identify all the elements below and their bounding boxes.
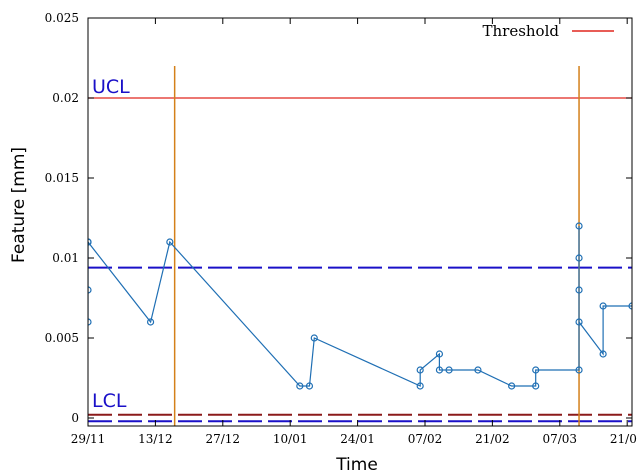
- data-point-15: [474, 366, 482, 374]
- data-point-13: [435, 366, 444, 374]
- y-tick-label: 0: [71, 411, 79, 425]
- legend-label-threshold: Threshold: [482, 22, 559, 40]
- plot-frame: [87, 17, 633, 427]
- y-tick-label: 0.01: [52, 251, 79, 265]
- data-point-10: [416, 382, 424, 390]
- data-point-23: [575, 318, 583, 326]
- data-point-17: [532, 382, 540, 390]
- data-point-1: [88, 286, 92, 294]
- y-tick-label: 0.025: [45, 11, 79, 25]
- data-point-6: [166, 238, 174, 246]
- x-tick-label: 07/03: [542, 432, 577, 446]
- data-point-25: [599, 302, 607, 310]
- y-tick-label: 0.015: [45, 171, 79, 185]
- data-point-14: [445, 366, 453, 374]
- data-point-24: [599, 350, 607, 358]
- x-tick-label: 27/12: [205, 432, 240, 446]
- data-point-18: [532, 366, 540, 374]
- data-point-22: [575, 286, 583, 294]
- data-point-11: [416, 366, 424, 374]
- data-point-16: [508, 382, 516, 390]
- data-point-20: [575, 222, 583, 230]
- y-axis-title: Feature [mm]: [9, 147, 29, 263]
- limit-label-UCL: UCL: [92, 76, 130, 98]
- x-tick-label: 07/02: [408, 432, 443, 446]
- y-tick-label: 0.02: [52, 91, 79, 105]
- data-point-19: [575, 366, 583, 374]
- series-line-1: [88, 226, 632, 387]
- limit-label-LCL: LCL: [92, 390, 127, 412]
- y-tick-label: 0.005: [45, 331, 79, 345]
- x-tick-label: 24/01: [340, 432, 375, 446]
- data-point-2: [88, 318, 92, 326]
- data-point-9: [310, 334, 318, 342]
- x-axis-title: Time: [335, 455, 378, 474]
- data-point-7: [296, 382, 304, 390]
- legend: Threshold: [482, 22, 614, 40]
- x-tick-label: 21/03: [610, 432, 637, 446]
- data-point-8: [305, 382, 314, 390]
- data-point-12: [435, 350, 444, 358]
- data-point-21: [575, 254, 583, 262]
- x-tick-label: 13/12: [138, 432, 173, 446]
- plot-area: UCL LCL: [88, 66, 632, 426]
- axes: 0 0.005 0.01 0.015 0.02 0.025 29/11 13/12 27/12 1…: [45, 11, 637, 446]
- x-tick-label: 21/02: [475, 432, 510, 446]
- x-tick-label: 10/01: [273, 432, 308, 446]
- data-point-5: [146, 318, 155, 326]
- data-point-26: [628, 302, 632, 310]
- plot-clip-group: [88, 66, 632, 426]
- x-tick-label: 29/11: [71, 432, 106, 446]
- data-point-4: [88, 238, 92, 246]
